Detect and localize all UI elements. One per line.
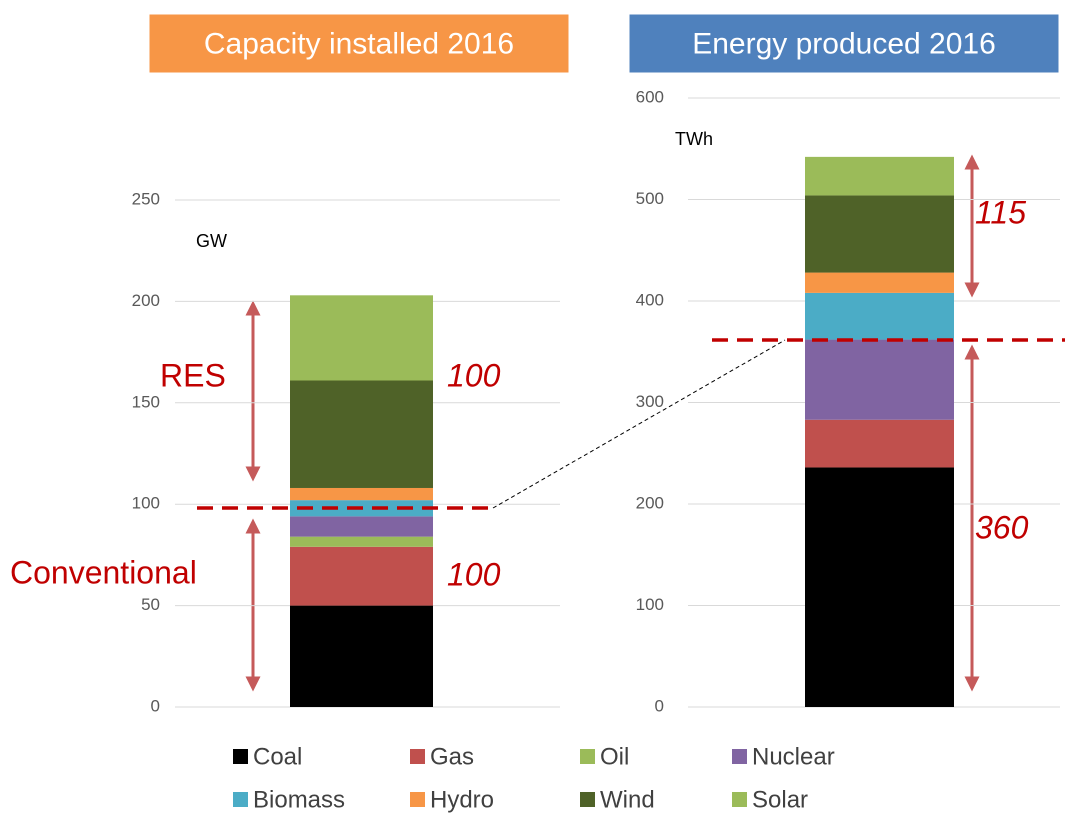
y-tick-label: 100 [636,595,664,614]
legend-label: Biomass [253,786,345,813]
y-tick-label: 250 [132,189,160,208]
title-box [149,14,569,73]
y-tick-label: 0 [655,696,664,715]
y-tick-label: 400 [636,290,664,309]
bar-segment [290,380,433,488]
legend-swatch [580,792,595,807]
legend-swatch [410,749,425,764]
bar-segment [805,339,954,420]
y-tick-label: 150 [132,392,160,411]
connector [492,339,786,509]
y-tick-label: 100 [132,494,160,513]
bar-segment [290,605,433,707]
bar-segment [290,546,433,606]
y-tick-label: 50 [141,595,160,614]
legend-swatch [732,792,747,807]
annotation: Conventional [10,554,197,590]
bars [175,97,1060,708]
annotation: 115 [975,194,1026,230]
bar-segment [805,272,954,293]
axis-unit: GW [196,231,227,251]
axis-unit: TWh [675,129,713,149]
legend-label: Coal [253,743,302,770]
bar-segment [805,292,954,340]
bar-segment [805,419,954,468]
bar-segment [805,467,954,707]
bar-segment [290,516,433,537]
bar-segment [290,536,433,547]
y-tick-label: 300 [636,392,664,411]
legend-swatch [580,749,595,764]
bar-segment [805,195,954,273]
chart-title: Capacity installed 2016 [204,27,514,60]
legend-label: Gas [430,743,474,770]
annotation: 360 [975,509,1029,545]
arrows [245,154,980,692]
legend-label: Solar [752,786,808,813]
annotation: 100 [447,357,501,393]
y-tick-label: 500 [636,189,664,208]
legend-swatch [233,792,248,807]
legend-label: Hydro [430,786,494,813]
y-tick-label: 200 [132,291,160,310]
annotation: 100 [447,556,501,592]
legend-swatch [410,792,425,807]
chart-title: Energy produced 2016 [692,27,996,60]
bar-segment [290,295,433,381]
legend-swatch [233,749,248,764]
bar-segment [805,156,954,196]
title-box [629,14,1059,73]
bar-segment [290,487,433,501]
annotation: RES [160,357,226,393]
legend-label: Oil [600,743,629,770]
y-tick-label: 200 [636,493,664,512]
legend-label: Wind [600,786,655,813]
legend-label: Nuclear [752,743,835,770]
legend-swatch [732,749,747,764]
y-tick-label: 0 [151,696,160,715]
y-tick-label: 600 [636,87,664,106]
